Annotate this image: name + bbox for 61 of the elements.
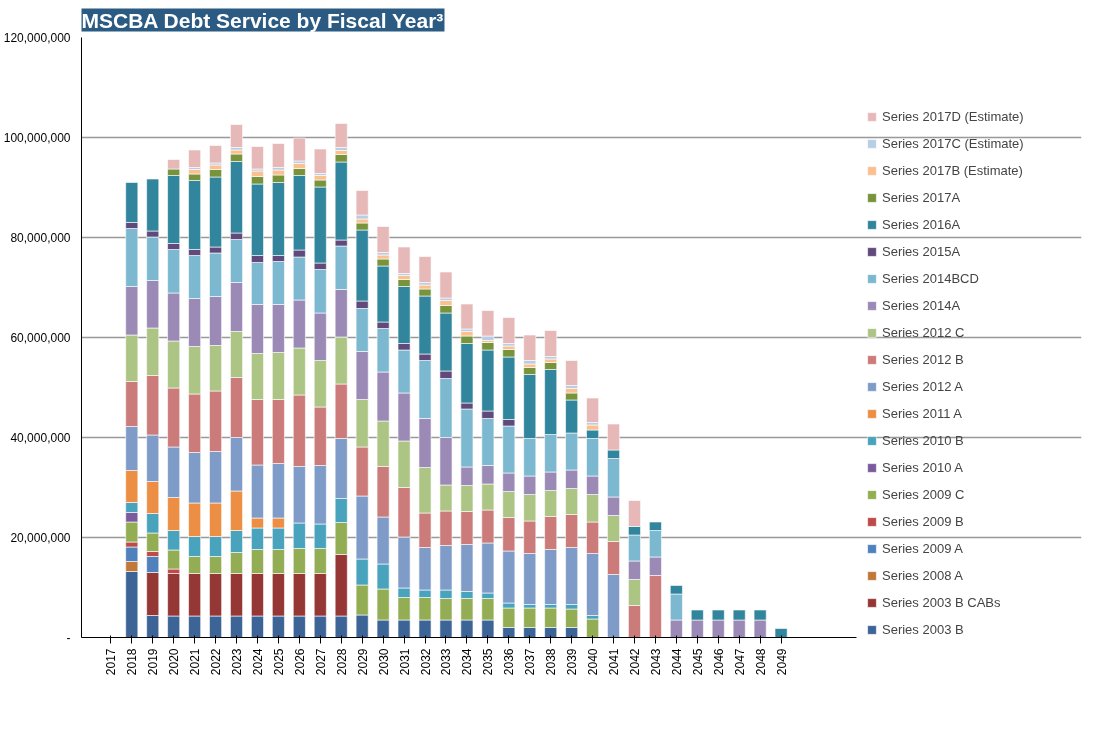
- x-tick-label: 2042: [627, 648, 642, 676]
- legend-label: Series 2017C (Estimate): [882, 136, 1024, 151]
- legend-label: Series 2003 B: [882, 622, 964, 637]
- legend-label: Series 2009 C: [882, 487, 965, 502]
- x-tick-label: 2029: [355, 648, 370, 676]
- x-tick-label: 2018: [125, 648, 140, 676]
- x-tick-label: 2038: [544, 648, 559, 676]
- x-tick-label: 2021: [188, 648, 203, 676]
- y-tick-label: 80,000,000: [10, 231, 71, 245]
- x-tick-label: 2019: [146, 648, 161, 676]
- legend-label: Series 2017B (Estimate): [882, 163, 1023, 178]
- y-tick-label: 40,000,000: [10, 431, 71, 445]
- legend-label: Series 2003 B CABs: [882, 595, 1001, 610]
- x-tick-label: 2049: [774, 648, 789, 676]
- x-tick-label: 2033: [439, 648, 454, 676]
- y-tick-label: 60,000,000: [10, 331, 71, 345]
- x-tick-label: 2031: [397, 648, 412, 676]
- y-tick-label: 120,000,000: [3, 31, 71, 45]
- legend-label: Series 2014A: [882, 298, 961, 313]
- x-tick-label: 2022: [209, 648, 224, 676]
- x-tick-label: 2040: [586, 648, 601, 676]
- x-tick-label: 2034: [460, 648, 475, 676]
- legend-label: Series 2016A: [882, 217, 961, 232]
- chart-title: MSCBA Debt Service by Fiscal Year³: [81, 8, 444, 32]
- y-tick-label: 100,000,000: [3, 131, 71, 145]
- legend-label: Series 2012 C: [882, 325, 965, 340]
- x-tick-label: 2026: [292, 648, 307, 676]
- x-tick-label: 2024: [250, 648, 265, 676]
- legend-label: Series 2009 A: [882, 541, 963, 556]
- y-tick-label: -: [66, 631, 71, 645]
- x-tick-label: 2041: [607, 648, 622, 676]
- x-tick-label: 2039: [565, 648, 580, 676]
- x-tick-label: 2044: [669, 648, 684, 676]
- x-tick-label: 2028: [334, 648, 349, 676]
- x-tick-label: 2047: [732, 648, 747, 676]
- legend-label: Series 2015A: [882, 244, 961, 259]
- x-tick-label: 2020: [167, 648, 182, 676]
- legend-label: Series 2010 B: [882, 433, 964, 448]
- legend-label: Series 2009 B: [882, 514, 964, 529]
- x-tick-label: 2037: [523, 648, 538, 676]
- x-tick-label: 2046: [711, 648, 726, 676]
- x-tick-label: 2017: [104, 648, 119, 676]
- x-tick-label: 2032: [418, 648, 433, 676]
- y-tick-label: 20,000,000: [10, 531, 71, 545]
- x-tick-label: 2035: [481, 648, 496, 676]
- x-tick-label: 2045: [690, 648, 705, 676]
- legend-label: Series 2011 A: [882, 406, 962, 421]
- legend-label: Series 2017A: [882, 190, 961, 205]
- legend-label: Series 2012 A: [882, 379, 963, 394]
- x-tick-label: 2030: [376, 648, 391, 676]
- legend-label: Series 2008 A: [882, 568, 963, 583]
- x-tick-label: 2043: [648, 648, 663, 676]
- legend-label: Series 2010 A: [882, 460, 963, 475]
- legend-label: Series 2012 B: [882, 352, 964, 367]
- x-tick-label: 2027: [313, 648, 328, 676]
- x-tick-label: 2023: [230, 648, 244, 676]
- legend-label: Series 2017D (Estimate): [882, 109, 1024, 124]
- x-tick-label: 2036: [502, 648, 517, 676]
- x-tick-label: 2048: [753, 648, 768, 676]
- x-tick-label: 2025: [271, 648, 286, 676]
- legend-label: Series 2014BCD: [882, 271, 979, 286]
